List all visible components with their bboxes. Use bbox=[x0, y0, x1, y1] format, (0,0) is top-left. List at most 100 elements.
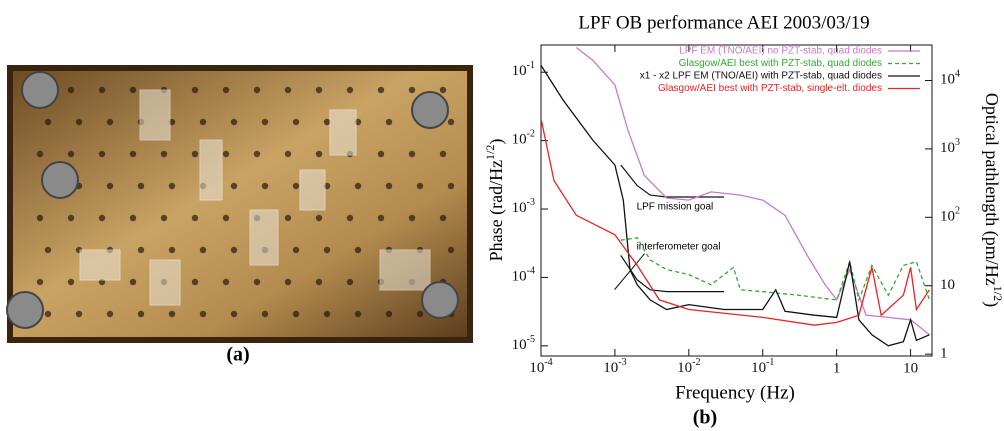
tick-label: 10 bbox=[940, 277, 955, 293]
bench-hole bbox=[315, 86, 323, 94]
bench-hole bbox=[439, 86, 447, 94]
bench-hole bbox=[36, 214, 44, 222]
annotation-arrow bbox=[614, 253, 645, 290]
panel-caption: (b) bbox=[693, 407, 717, 429]
bench-hole bbox=[323, 246, 331, 254]
bench-hole bbox=[354, 182, 362, 190]
legend-label: x1 - x2 LPF EM (TNO/AEI) with PZT-stab, … bbox=[640, 71, 882, 82]
mount bbox=[421, 281, 459, 319]
series-line bbox=[541, 65, 930, 347]
bench-hole bbox=[354, 246, 362, 254]
bench-hole bbox=[137, 310, 145, 318]
bench-hole bbox=[222, 214, 230, 222]
bench-hole bbox=[284, 86, 292, 94]
bench-hole bbox=[346, 86, 354, 94]
tick-label: 10-2 bbox=[512, 129, 535, 148]
bench-hole bbox=[284, 278, 292, 286]
series-line bbox=[620, 237, 931, 303]
bench-hole bbox=[191, 150, 199, 158]
tick-label: 1 bbox=[940, 346, 948, 362]
bench-hole bbox=[292, 246, 300, 254]
legend-label: Glasgow/AEI best with PZT-stab, quad dio… bbox=[679, 58, 882, 69]
bench-hole bbox=[222, 150, 230, 158]
bench-hole bbox=[129, 278, 137, 286]
bench-hole bbox=[75, 118, 83, 126]
label-part: 1/2 bbox=[483, 145, 497, 160]
bench-hole bbox=[253, 86, 261, 94]
bench-hole bbox=[416, 182, 424, 190]
tick-label: 10 bbox=[903, 360, 918, 376]
tick-label: 10-5 bbox=[512, 334, 535, 353]
label-part: 1/2 bbox=[991, 286, 1004, 301]
y-axis-label: Phase (rad/Hz1/2) bbox=[483, 139, 507, 262]
bench-hole bbox=[168, 246, 176, 254]
bench-hole bbox=[168, 182, 176, 190]
bench-hole bbox=[67, 278, 75, 286]
bench-hole bbox=[377, 150, 385, 158]
legend-label: Glasgow/AEI best with PZT-stab, single-e… bbox=[658, 83, 882, 94]
bench-hole bbox=[67, 150, 75, 158]
bench-hole bbox=[191, 86, 199, 94]
label-part: Phase (rad/Hz bbox=[486, 160, 507, 261]
bench-hole bbox=[284, 150, 292, 158]
bench-hole bbox=[416, 310, 424, 318]
legend-label: LPF EM (TNO/AEI) no PZT-stab, quad diode… bbox=[679, 46, 882, 57]
bench-hole bbox=[253, 150, 261, 158]
bench-hole bbox=[377, 86, 385, 94]
bench-hole bbox=[253, 278, 261, 286]
optic bbox=[299, 169, 326, 211]
bench-hole bbox=[323, 118, 331, 126]
plot-frame bbox=[540, 44, 933, 357]
bench-hole bbox=[44, 118, 52, 126]
tick-label: 10-1 bbox=[751, 357, 774, 376]
label-part: Optical pathlength (pm/Hz bbox=[981, 93, 1002, 286]
bench-hole bbox=[191, 278, 199, 286]
mount bbox=[41, 161, 79, 199]
bench-hole bbox=[222, 278, 230, 286]
bench-hole bbox=[137, 246, 145, 254]
mount bbox=[6, 291, 44, 329]
optic bbox=[149, 259, 181, 306]
bench-hole bbox=[385, 182, 393, 190]
bench-hole bbox=[230, 182, 238, 190]
bench-hole bbox=[67, 86, 75, 94]
bench-hole bbox=[199, 310, 207, 318]
bench-hole bbox=[36, 150, 44, 158]
tick-label: 10-3 bbox=[603, 357, 626, 376]
bench-hole bbox=[129, 214, 137, 222]
bench-hole bbox=[315, 150, 323, 158]
bench-hole bbox=[106, 310, 114, 318]
bench-hole bbox=[408, 150, 416, 158]
bench-hole bbox=[222, 86, 230, 94]
bench-hole bbox=[346, 214, 354, 222]
bench-hole bbox=[292, 182, 300, 190]
bench-hole bbox=[191, 214, 199, 222]
bench-hole bbox=[44, 310, 52, 318]
bench-hole bbox=[168, 310, 176, 318]
optic bbox=[379, 249, 431, 291]
bench-hole bbox=[408, 214, 416, 222]
label-part: ) bbox=[981, 301, 1002, 307]
annotation: LPF mission goal bbox=[637, 202, 714, 213]
bench-hole bbox=[160, 150, 168, 158]
photo-background bbox=[10, 68, 470, 340]
photo bbox=[6, 65, 473, 343]
bench-hole bbox=[447, 182, 455, 190]
bench-hole bbox=[44, 246, 52, 254]
bench-hole bbox=[137, 182, 145, 190]
bench-hole bbox=[75, 310, 83, 318]
goal-line bbox=[620, 164, 725, 198]
bench-hole bbox=[385, 310, 393, 318]
tick-label: 104 bbox=[940, 69, 960, 88]
y2-axis-label: Optical pathlength (pm/Hz1/2) bbox=[981, 93, 1004, 307]
bench-hole bbox=[292, 310, 300, 318]
bench-hole bbox=[323, 310, 331, 318]
x-axis-label: Frequency (Hz) bbox=[675, 382, 795, 403]
bench-hole bbox=[447, 246, 455, 254]
bench-hole bbox=[447, 118, 455, 126]
mount bbox=[21, 71, 59, 109]
goal-line bbox=[620, 255, 725, 293]
bench-hole bbox=[98, 86, 106, 94]
tick-label: 10-4 bbox=[512, 266, 535, 285]
